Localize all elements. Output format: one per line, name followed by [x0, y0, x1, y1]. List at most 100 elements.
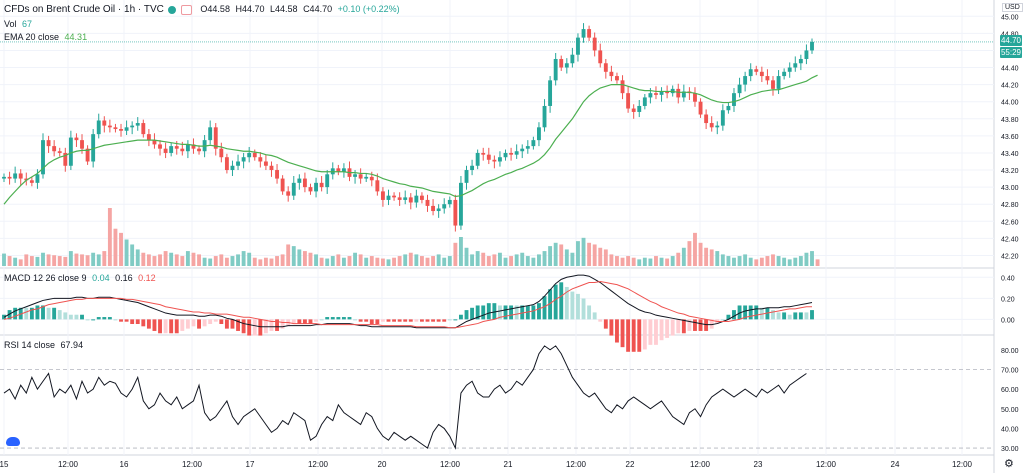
macd-histogram-bar: [670, 319, 675, 336]
price-tick-label: 44.00: [1001, 100, 1019, 107]
volume-bar: [258, 259, 263, 266]
volume-bar: [603, 249, 608, 266]
volume-bar: [63, 256, 68, 266]
candle-body: [598, 50, 603, 64]
macd-label[interactable]: MACD 12 26 close 9: [4, 273, 87, 283]
volume-bar: [793, 257, 798, 266]
gear-icon[interactable]: ⚙: [1004, 458, 1014, 470]
macd-histogram-bar: [258, 319, 263, 336]
candle-body: [392, 195, 397, 198]
volume-bar: [208, 258, 213, 266]
time-tick-label: 12:00: [308, 460, 329, 469]
candle-body: [353, 174, 357, 177]
macd-histogram-bar: [213, 319, 218, 322]
price-tick-label: 44.80: [1001, 31, 1019, 38]
volume-bar: [280, 254, 285, 266]
symbol-title[interactable]: CFDs on Brent Crude Oil · 1h · TVC: [4, 4, 164, 15]
volume-bar: [158, 254, 162, 266]
candle-body: [453, 199, 458, 226]
volume-bar: [319, 257, 324, 266]
macd-histogram-bar: [135, 319, 140, 324]
time-tick-label: 22: [626, 460, 635, 469]
macd-histogram-bar: [603, 319, 608, 329]
candle-body: [759, 71, 764, 77]
volume-bar: [7, 256, 12, 266]
candle-body: [275, 170, 279, 179]
candle-body: [720, 110, 725, 126]
candle-body: [603, 63, 608, 72]
macd-histogram-bar: [208, 319, 213, 324]
cloud-icon[interactable]: [6, 437, 20, 446]
candle-body: [74, 137, 79, 141]
macd-histogram-bar: [748, 305, 753, 320]
macd-histogram-bar: [737, 305, 742, 320]
volume-bar: [369, 256, 374, 266]
currency-label[interactable]: USD: [1002, 3, 1023, 12]
macd-histogram-bar: [330, 317, 335, 320]
volume-bar: [130, 244, 135, 266]
rsi-label[interactable]: RSI 14 close: [4, 340, 56, 350]
macd-histogram-bar: [341, 317, 346, 320]
candle-body: [431, 205, 436, 212]
candle-body: [470, 165, 475, 171]
candle-body: [425, 199, 430, 206]
volume-bar: [804, 252, 809, 266]
volume-bar: [353, 252, 357, 266]
candle-body: [787, 67, 792, 72]
candle-body: [213, 127, 218, 149]
candle-body: [18, 173, 23, 179]
candle-body: [419, 195, 424, 200]
volume-bar: [397, 256, 402, 266]
macd-histogram-bar: [425, 319, 430, 322]
volume-bar: [297, 249, 302, 266]
visibility-toggle-icon[interactable]: [168, 5, 177, 14]
compare-icon[interactable]: [180, 4, 192, 15]
volume-bar: [213, 256, 218, 266]
vol-label[interactable]: Vol: [4, 19, 17, 29]
ema-value: 44.31: [64, 32, 88, 42]
macd-tick-label: 0.40: [1001, 275, 1015, 282]
macd-value-2: 0.16: [115, 273, 133, 283]
macd-histogram-bar: [197, 319, 201, 329]
volume-bar: [548, 246, 553, 266]
volume-bar: [364, 257, 369, 266]
macd-histogram-bar: [41, 305, 45, 320]
macd-histogram-bar: [252, 319, 257, 336]
macd-histogram-bar: [152, 319, 157, 331]
volume-bar: [771, 254, 775, 266]
candle-body: [587, 29, 592, 38]
candle-body: [408, 197, 413, 203]
macd-histogram-bar: [810, 310, 814, 320]
candle-body: [459, 182, 463, 226]
macd-histogram-bar: [275, 319, 279, 331]
volume-bar: [386, 259, 391, 266]
candle-body: [559, 58, 564, 68]
candle-body: [576, 37, 580, 55]
macd-histogram-bar: [302, 319, 307, 324]
price-candles[interactable]: [2, 23, 814, 232]
volume-bar: [592, 244, 597, 266]
candle-body: [654, 93, 658, 95]
candle-body: [63, 152, 68, 166]
macd-histogram-bar: [91, 319, 96, 321]
macd-histogram-bar: [776, 312, 781, 320]
volume-bar: [665, 258, 670, 266]
candle-body: [208, 127, 213, 141]
candle-body: [29, 180, 34, 183]
candle-body: [107, 125, 112, 128]
rsi-tick-label: 70.00: [1001, 367, 1019, 374]
candle-body: [726, 105, 731, 111]
volume-bar: [286, 244, 291, 266]
volume-bar: [141, 252, 146, 266]
volume-bar: [291, 246, 296, 266]
volume-bar: [2, 253, 6, 266]
macd-histogram-bar: [648, 319, 653, 345]
price-tick-label: 42.80: [1001, 202, 1019, 209]
macd-histogram-bar: [380, 319, 385, 322]
ema-label[interactable]: EMA 20 close: [4, 32, 60, 42]
volume-bar: [314, 254, 318, 266]
volume-bar: [782, 257, 787, 266]
macd-histogram-bar: [587, 305, 592, 320]
volume-bar: [174, 254, 179, 266]
volume-bar: [698, 242, 703, 266]
